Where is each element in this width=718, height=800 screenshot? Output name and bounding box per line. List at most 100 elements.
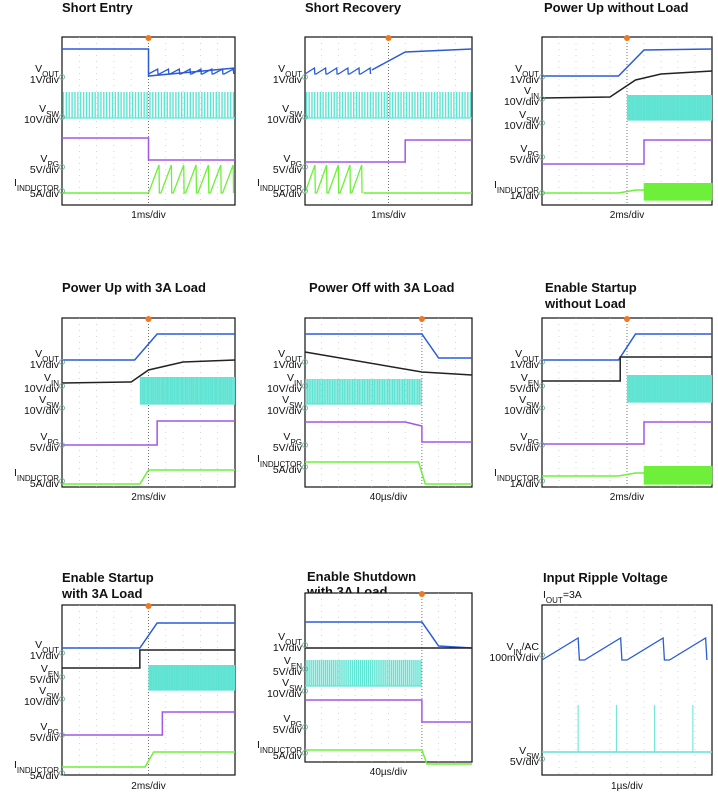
channel-label: VPG: [40, 721, 59, 737]
channel-marker: [59, 674, 65, 680]
subscript: INDUCTOR: [17, 474, 59, 483]
channel-label: VEN: [521, 372, 539, 388]
scale-label: 10V/div: [24, 405, 60, 417]
channel-label: IINDUCTOR: [494, 467, 539, 483]
channel-marker: [59, 770, 65, 776]
subscript: OUT: [42, 646, 59, 655]
scale-label: 5A/div: [30, 188, 60, 200]
scale-label: 5A/div: [30, 770, 60, 782]
channel-marker: [302, 188, 308, 194]
symbol: V: [283, 713, 290, 725]
symbol: V: [524, 85, 531, 97]
channel-marker: [539, 120, 545, 126]
scale-label: 10V/div: [504, 120, 540, 132]
subscript: SW: [289, 684, 302, 693]
panel-subtitle: IOUT=3A: [543, 589, 582, 605]
channel-marker: [302, 666, 308, 672]
panel-title: Power Up with 3A Load: [62, 280, 206, 295]
symbol: V: [515, 348, 522, 360]
scale-label: 5V/div: [30, 442, 60, 454]
symbol: V: [519, 109, 526, 121]
channel-label: VPG: [283, 431, 302, 447]
channel-marker: [302, 405, 308, 411]
symbol: I: [14, 467, 17, 479]
subscript: INDUCTOR: [260, 746, 302, 755]
trace: [304, 164, 363, 194]
channel-label: VPG: [283, 713, 302, 729]
symbol: V: [283, 431, 290, 443]
trace: [62, 649, 235, 669]
symbol: V: [519, 745, 526, 757]
symbol: V: [287, 372, 294, 384]
trace: [304, 351, 473, 376]
timebase: 1ms/div: [131, 210, 165, 221]
channel-label: VOUT: [35, 639, 59, 655]
symbol: I: [543, 589, 546, 601]
symbol: V: [506, 641, 513, 653]
channel-label: VOUT: [35, 63, 59, 79]
trace: [371, 48, 473, 71]
channel-label: IINDUCTOR: [494, 179, 539, 195]
trace: [541, 70, 713, 99]
trace: [542, 356, 712, 382]
channel-label: VSW: [519, 109, 539, 125]
channel-label: VSW: [39, 394, 59, 410]
symbol: I: [14, 759, 17, 771]
subscript: INDUCTOR: [17, 766, 59, 775]
channel-marker: [539, 478, 545, 484]
scale-label: 5V/div: [273, 164, 303, 176]
symbol: V: [40, 153, 47, 165]
channel-marker: [59, 114, 65, 120]
scale-label: 5V/div: [510, 383, 540, 395]
trace: [542, 421, 712, 445]
channel-label: VIN: [44, 372, 59, 388]
timebase: 2ms/div: [610, 210, 644, 221]
channel-marker: [302, 442, 308, 448]
scale-label: 5V/div: [273, 442, 303, 454]
symbol: V: [39, 103, 46, 115]
symbol: V: [521, 372, 528, 384]
subscript: OUT: [285, 70, 302, 79]
scale-label: 10V/div: [267, 114, 303, 126]
panel-title: Enable Shutdown: [307, 569, 416, 584]
subscript: OUT: [522, 355, 539, 364]
trace: [305, 333, 472, 359]
subscript: PG: [290, 160, 302, 169]
channel-marker: [302, 383, 308, 389]
channel-marker: [302, 750, 308, 756]
scale-label: 5A/div: [273, 188, 303, 200]
symbol: V: [284, 655, 291, 667]
symbol: V: [40, 721, 47, 733]
channel-marker: [539, 154, 545, 160]
panel-title: Short Entry: [62, 0, 134, 15]
scale-label: 5A/div: [273, 750, 303, 762]
subscript: PG: [527, 150, 539, 159]
channel-label: VPG: [520, 431, 539, 447]
trace: [541, 636, 708, 661]
trace: [62, 137, 235, 161]
channel-marker: [539, 190, 545, 196]
scale-label: 1V/div: [30, 74, 60, 86]
panel-title: with 3A Load: [61, 586, 142, 601]
channel-label: VIN/AC: [506, 641, 539, 657]
subscript: SW: [526, 116, 539, 125]
panel-title: Enable Startup: [545, 280, 637, 295]
trigger-marker: [418, 591, 425, 597]
trace: [305, 139, 472, 163]
timebase: 1ms/div: [371, 210, 405, 221]
channel-marker: [59, 442, 65, 448]
channel-label: VSW: [519, 745, 539, 761]
scale-label: 5V/div: [510, 154, 540, 166]
timebase: 2ms/div: [610, 492, 644, 503]
channel-label: IINDUCTOR: [14, 467, 59, 483]
channel-label: VPG: [40, 153, 59, 169]
channel-marker: [59, 405, 65, 411]
trace: [542, 333, 712, 361]
channel-marker: [59, 188, 65, 194]
channel-marker: [302, 688, 308, 694]
channel-marker: [302, 724, 308, 730]
trigger-marker: [624, 316, 630, 322]
symbol: V: [40, 431, 47, 443]
symbol: V: [283, 153, 290, 165]
channel-label: IINDUCTOR: [14, 759, 59, 775]
